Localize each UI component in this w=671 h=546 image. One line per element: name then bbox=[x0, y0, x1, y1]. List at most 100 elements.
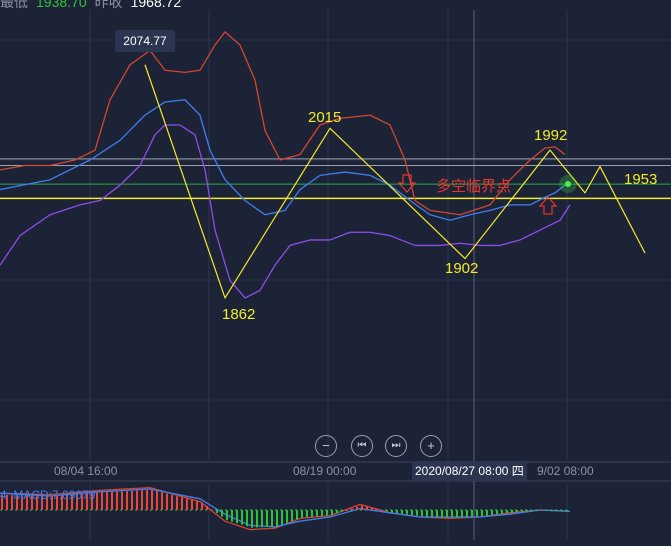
macd-histogram-bar bbox=[226, 510, 228, 521]
next-button[interactable]: ⏭ bbox=[385, 435, 407, 457]
macd-histogram-bar bbox=[521, 510, 523, 512]
macd-histogram-bar bbox=[331, 510, 333, 516]
middle-line bbox=[0, 99, 566, 221]
macd-histogram-bar bbox=[246, 510, 248, 527]
macd-histogram-bar bbox=[326, 510, 328, 516]
macd-histogram-bar bbox=[491, 510, 493, 516]
macd-prefix: 4 bbox=[0, 488, 7, 502]
macd-histogram-bar bbox=[16, 495, 18, 510]
macd-histogram-bar bbox=[136, 490, 138, 510]
macd-histogram-bar bbox=[516, 510, 518, 513]
macd-histogram-bar bbox=[286, 510, 288, 523]
macd-histogram-bar bbox=[51, 496, 53, 510]
macd-dea-line bbox=[0, 488, 571, 528]
macd-histogram-bar bbox=[166, 493, 168, 510]
macd-histogram-bar bbox=[566, 510, 568, 512]
macd-histogram-bar bbox=[156, 491, 158, 510]
macd-histogram-bar bbox=[276, 510, 278, 527]
macd-histogram-bar bbox=[426, 510, 428, 517]
macd-histogram-bar bbox=[121, 491, 123, 510]
macd-histogram-bar bbox=[31, 495, 33, 510]
macd-histogram-bar bbox=[511, 510, 513, 513]
macd-histogram-bar bbox=[291, 510, 293, 522]
macd-histogram-bar bbox=[161, 492, 163, 510]
macd-histogram-bar bbox=[111, 491, 113, 510]
macd-histogram-bar bbox=[241, 510, 243, 525]
macd-histogram-bar bbox=[461, 510, 463, 518]
macd-histogram-bar bbox=[496, 510, 498, 515]
macd-histogram-bar bbox=[151, 489, 153, 510]
macd-histogram-bar bbox=[126, 491, 128, 510]
macd-histogram-bar bbox=[271, 510, 273, 527]
macd-histogram-bar bbox=[466, 510, 468, 517]
zoom-in-button[interactable]: + bbox=[420, 435, 442, 457]
macd-histogram-bar bbox=[556, 510, 558, 511]
prev-close-label: 昨收 bbox=[94, 0, 123, 10]
critical-point-label: 多空临界点 bbox=[436, 178, 512, 195]
macd-histogram-bar bbox=[401, 510, 403, 514]
macd-histogram-bar bbox=[191, 499, 193, 510]
macd-histogram-bar bbox=[476, 510, 478, 517]
high-price-tooltip: 2074.77 bbox=[115, 30, 175, 52]
low-label: 最低 bbox=[0, 0, 28, 10]
macd-histogram-bar bbox=[66, 495, 68, 510]
macd-histogram-bar bbox=[391, 510, 393, 513]
down-arrow-icon bbox=[397, 174, 417, 193]
macd-histogram-bar bbox=[11, 495, 13, 510]
macd-histogram-bar bbox=[486, 510, 488, 516]
macd-histogram-bar bbox=[336, 510, 338, 514]
prev-button[interactable]: ⏮ bbox=[351, 435, 373, 457]
quote-header: 最低 1938.70 昨收 1968.72 bbox=[0, 0, 189, 12]
macd-histogram-bar bbox=[386, 510, 388, 512]
macd-histogram-bar bbox=[551, 510, 553, 511]
macd-histogram-bar bbox=[231, 510, 233, 522]
macd-histogram-bar bbox=[296, 510, 298, 520]
macd-histogram-bar bbox=[351, 508, 353, 510]
macd-histogram-bar bbox=[256, 510, 258, 528]
macd-histogram-bar bbox=[526, 510, 528, 512]
macd-histogram-bar bbox=[306, 510, 308, 518]
macd-histogram-bar bbox=[546, 510, 548, 511]
low-value: 1938.70 bbox=[36, 0, 87, 10]
macd-histogram-bar bbox=[26, 495, 28, 510]
macd-histogram-bar bbox=[176, 496, 178, 510]
macd-histogram-bar bbox=[541, 510, 543, 511]
macd-histogram-bar bbox=[181, 497, 183, 510]
trough-label-1902: 1902 bbox=[445, 260, 479, 277]
macd-histogram-bar bbox=[436, 510, 438, 517]
macd-histogram-bar bbox=[266, 510, 268, 527]
macd-histogram-bar bbox=[91, 493, 93, 510]
macd-histogram-bar bbox=[506, 510, 508, 514]
macd-histogram-bar bbox=[361, 504, 363, 510]
macd-histogram-bar bbox=[86, 493, 88, 510]
macd-histogram-bar bbox=[531, 510, 533, 511]
macd-histogram-bar bbox=[251, 510, 253, 528]
macd-histogram-bar bbox=[56, 495, 58, 510]
macd-histogram-bar bbox=[376, 508, 378, 510]
macd-histogram-bar bbox=[206, 505, 208, 510]
macd-histogram-bar bbox=[536, 510, 538, 511]
macd-histogram-bar bbox=[171, 494, 173, 510]
peak-label-2015: 2015 bbox=[308, 109, 342, 126]
macd-histogram-bar bbox=[261, 510, 263, 528]
lower-line bbox=[0, 124, 571, 299]
macd-histogram-bar bbox=[561, 510, 563, 511]
macd-histogram-bar bbox=[146, 490, 148, 510]
crosshair-time-label: 2020/08/27 08:00 四 bbox=[412, 461, 527, 481]
macd-histogram-bar bbox=[316, 510, 318, 517]
macd-histogram-bar bbox=[406, 510, 408, 515]
macd-label: 4 MACD:7.09079 bbox=[0, 488, 95, 502]
macd-histogram-bar bbox=[101, 492, 103, 510]
zoom-out-button[interactable]: − bbox=[315, 435, 337, 457]
macd-histogram-bar bbox=[381, 510, 383, 511]
macd-histogram-bar bbox=[416, 510, 418, 516]
upper-line bbox=[0, 31, 566, 216]
macd-histogram-bar bbox=[76, 494, 78, 510]
macd-histogram-bar bbox=[41, 495, 43, 510]
macd-histogram-bar bbox=[186, 498, 188, 510]
up-arrow-icon bbox=[538, 196, 558, 215]
macd-histogram-bar bbox=[36, 495, 38, 510]
macd-histogram-bar bbox=[201, 502, 203, 510]
macd-histogram-bar bbox=[236, 510, 238, 524]
